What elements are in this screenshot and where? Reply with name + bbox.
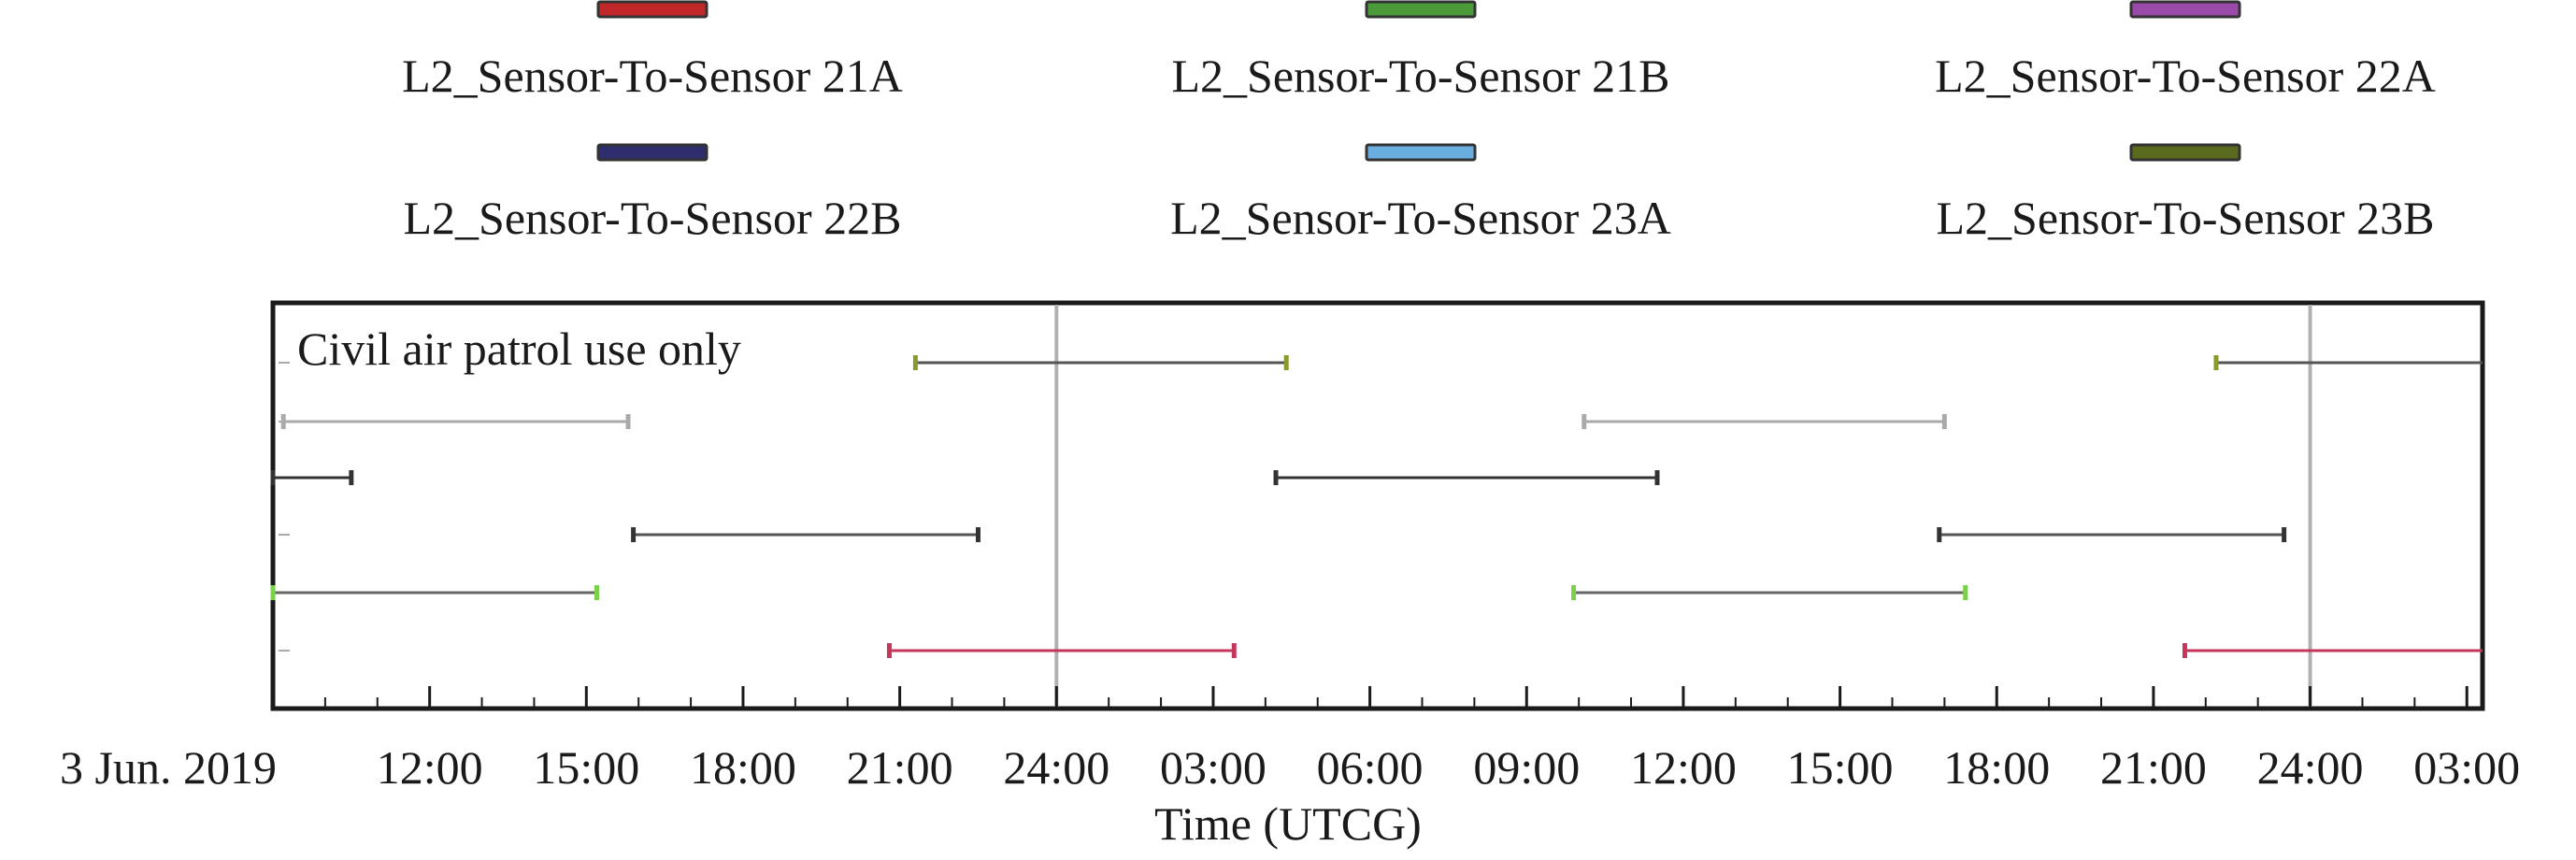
legend-swatch [596,143,708,162]
x-tick-label: 21:00 [2100,741,2207,794]
x-tick-label: 03:00 [1160,741,1267,794]
legend-swatch [2129,143,2241,162]
x-tick-label: 03:00 [2413,741,2520,794]
legend-label: L2_Sensor-To-Sensor 23B [1937,192,2435,244]
x-tick-label: 18:00 [690,741,796,794]
x-tick-label: 15:00 [533,741,639,794]
legend-swatch [2129,0,2241,19]
x-axis: 3 Jun. 2019 12:00 15:00 18:00 21:00 24:00 03:0… [60,686,2520,794]
x-tick-label: 15:00 [1787,741,1894,794]
plot-area: Civil air patrol use only [270,300,2485,711]
x-tick-label: 18:00 [1943,741,2050,794]
legend-label: L2_Sensor-To-Sensor 21A [402,50,903,102]
x-axis-title: Time (UTCG) [1154,797,1422,850]
access-rows [270,355,2483,658]
legend-swatch [1365,143,1477,162]
x-tick-label: 24:00 [2257,741,2364,794]
x-tick-label: 09:00 [1473,741,1580,794]
annotation-text: Civil air patrol use only [297,322,741,375]
legend: L2_Sensor-To-Sensor 21A L2_Sensor-To-Sens… [402,0,2436,244]
x-tick-label: 3 Jun. 2019 [60,741,277,794]
x-tick-label: 06:00 [1317,741,1424,794]
x-tick-label: 12:00 [1630,741,1737,794]
legend-swatch [596,0,708,19]
legend-label: L2_Sensor-To-Sensor 22A [1935,50,2436,102]
legend-label: L2_Sensor-To-Sensor 21B [1172,50,1670,102]
legend-swatch [1365,0,1477,19]
legend-label: L2_Sensor-To-Sensor 23A [1170,192,1671,244]
day-boundary-lines [1054,305,2312,707]
x-tick-label: 21:00 [847,741,953,794]
plot-frame [270,300,2485,711]
legend-label: L2_Sensor-To-Sensor 22B [404,192,902,244]
x-tick-label: 12:00 [377,741,483,794]
x-tick-label: 24:00 [1003,741,1109,794]
